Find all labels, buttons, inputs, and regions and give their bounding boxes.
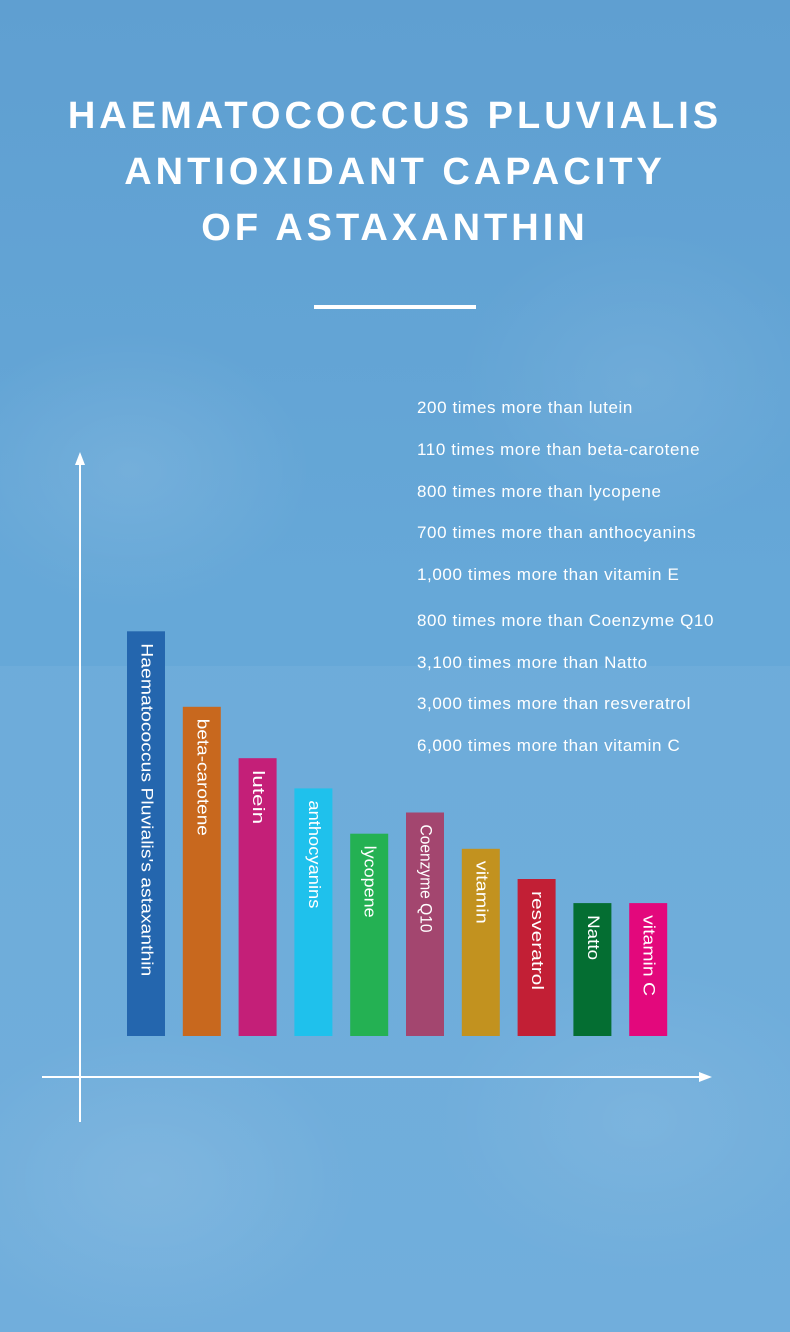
bar-label: lycopene: [361, 846, 380, 918]
bar: [127, 631, 165, 1036]
bar-label: Coenzyme Q10: [417, 825, 436, 933]
comparison-item: 110 times more than beta-carotene: [417, 440, 701, 459]
bar: [350, 833, 389, 1036]
bar: [294, 788, 333, 1036]
bar-series: Haematococcus Pluvialis's astaxanthin bet…: [127, 631, 668, 1036]
comparison-item: 1,000 times more than vitamin E: [417, 565, 680, 584]
bar-label: vitamin: [472, 861, 491, 924]
bar-label: lutein: [249, 770, 268, 824]
bar-label: anthocyanins: [305, 800, 324, 908]
bar: [406, 812, 444, 1036]
bar: [182, 706, 221, 1036]
comparison-item: 700 times more than anthocyanins: [417, 523, 697, 542]
bar: [517, 879, 556, 1036]
page-title: HAEMATOCOCCUS PLUVIALIS ANTIOXIDANT CAPA…: [0, 88, 790, 256]
y-axis-arrow-icon: [75, 452, 85, 465]
title-line-2: ANTIOXIDANT CAPACITY: [124, 151, 666, 193]
comparison-item: 3,100 times more than Natto: [417, 653, 648, 672]
comparison-item: 6,000 times more than vitamin C: [417, 736, 681, 755]
bar: [629, 903, 668, 1036]
bar: [238, 758, 277, 1036]
bar: [461, 848, 500, 1036]
comparison-item: 3,000 times more than resveratrol: [417, 694, 691, 713]
bar-label: Haematococcus Pluvialis's astaxanthin: [138, 643, 157, 976]
title-divider: [314, 305, 476, 309]
comparison-item: 200 times more than lutein: [417, 398, 633, 417]
comparison-item: 800 times more than Coenzyme Q10: [417, 611, 715, 630]
title-line-3: OF ASTAXANTHIN: [201, 207, 589, 249]
bar-label: vitamin C: [640, 915, 659, 996]
bar-label: resveratrol: [528, 891, 547, 990]
x-axis: [42, 1072, 712, 1082]
bar-label: Natto: [584, 915, 603, 960]
x-axis-arrow-icon: [699, 1072, 712, 1082]
title-line-1: HAEMATOCOCCUS PLUVIALIS: [67, 95, 723, 137]
bar: [573, 903, 612, 1036]
y-axis: [75, 452, 85, 1122]
comparison-item: 800 times more than lycopene: [417, 482, 662, 501]
bar-label: beta-carotene: [193, 719, 212, 836]
